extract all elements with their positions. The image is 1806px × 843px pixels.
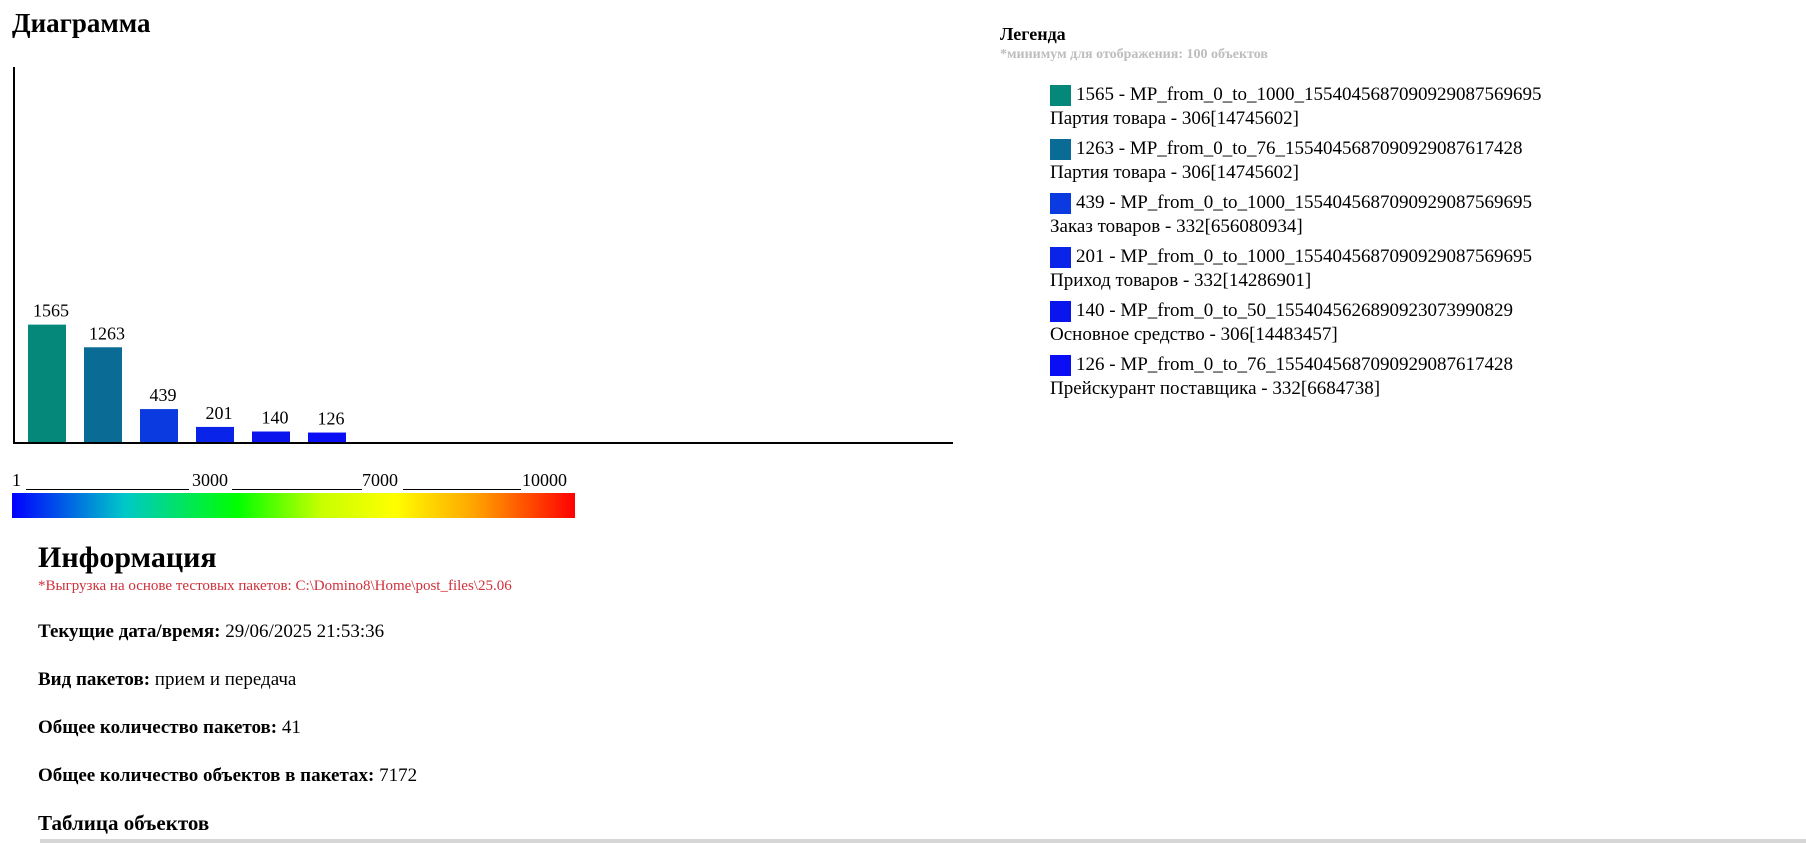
scale-label-max: 10000 (522, 470, 567, 490)
bar-value-label: 439 (150, 385, 177, 405)
legend-item-label: 126 - MP_from_0_to_76_155404568709092908… (1076, 354, 1513, 375)
horizontal-scrollbar[interactable] (40, 839, 1806, 843)
legend-item: 1263 - MP_from_0_to_76_15540456870909290… (1050, 137, 1700, 185)
info-section: Информация *Выгрузка на основе тестовых … (38, 540, 938, 836)
legend-swatch (1050, 300, 1071, 322)
bar-value-label: 140 (262, 408, 289, 428)
legend-item: 201 - MP_from_0_to_1000_1554045687090929… (1050, 245, 1700, 293)
legend-item-sublabel: Прейскурант поставщика - 332[6684738] (1050, 378, 1381, 399)
scale-divider (403, 489, 521, 490)
info-title: Информация (38, 541, 217, 574)
bar-value-label: 126 (318, 409, 345, 429)
scale-label-3000: 3000 (192, 470, 228, 490)
info-label: Текущие дата/время: (38, 621, 221, 642)
legend-swatch (1050, 354, 1071, 376)
legend-item: 126 - MP_from_0_to_76_155404568709092908… (1050, 353, 1700, 401)
legend-item: 1565 - MP_from_0_to_1000_155404568709092… (1050, 83, 1700, 131)
legend-item: 140 - MP_from_0_to_50_155404562689092307… (1050, 299, 1700, 347)
legend-note: *минимум для отображения: 100 объектов (1000, 47, 1268, 62)
bar (140, 409, 178, 442)
bar-value-label: 201 (206, 403, 233, 423)
info-label: Общее количество объектов в пакетах: (38, 765, 375, 786)
info-value: 7172 (374, 765, 418, 786)
color-scale-gradient (12, 493, 575, 518)
legend-item-label: 1263 - MP_from_0_to_76_15540456870909290… (1076, 138, 1523, 159)
legend-item-sublabel: Партия товара - 306[14745602] (1050, 108, 1299, 129)
bars-group: 1565 1263 439 201 140 126 (28, 301, 346, 442)
scale-label-min: 1 (12, 470, 21, 490)
chart-title: Диаграмма (12, 8, 151, 38)
legend-item-label: 439 - MP_from_0_to_1000_1554045687090929… (1076, 192, 1532, 213)
legend-title: Легенда (1000, 24, 1066, 44)
legend-item-label: 140 - MP_from_0_to_50_155404562689092307… (1076, 300, 1513, 321)
info-label: Общее количество пакетов: (38, 717, 278, 738)
legend-item-label: 201 - MP_from_0_to_1000_1554045687090929… (1076, 246, 1532, 267)
scale-divider (232, 489, 362, 490)
legend-swatch (1050, 192, 1071, 214)
info-value: 29/06/2025 21:53:36 (220, 621, 385, 642)
info-row-datetime: Текущие дата/время: 29/06/2025 21:53:36 (38, 621, 938, 643)
info-value: 41 (277, 717, 301, 738)
bar-chart: 1565 1263 439 201 140 126 (13, 67, 953, 444)
bar (252, 431, 290, 442)
legend-swatch (1050, 138, 1071, 160)
scale-divider (26, 489, 189, 490)
bar-value-label: 1263 (89, 323, 125, 343)
bar-value-label: 1565 (33, 301, 69, 321)
legend-swatch (1050, 246, 1071, 268)
info-label: Вид пакетов: (38, 669, 151, 690)
bar (84, 347, 122, 442)
bar (308, 432, 346, 442)
info-note: *Выгрузка на основе тестовых пакетов: C:… (38, 578, 512, 594)
info-value: прием и передача (150, 669, 297, 690)
info-row-packet-type: Вид пакетов: прием и передача (38, 669, 938, 691)
legend-item-label: 1565 - MP_from_0_to_1000_155404568709092… (1076, 84, 1542, 105)
legend-item: 439 - MP_from_0_to_1000_1554045687090929… (1050, 191, 1700, 239)
bar (28, 324, 66, 442)
info-row-packet-count: Общее количество пакетов: 41 (38, 717, 938, 739)
legend-item-sublabel: Приход товаров - 332[14286901] (1050, 270, 1312, 291)
scale-label-7000: 7000 (362, 470, 398, 490)
legend-item-sublabel: Заказ товаров - 332[656080934] (1050, 216, 1303, 237)
legend-item-sublabel: Партия товара - 306[14745602] (1050, 162, 1299, 183)
info-row-object-count: Общее количество объектов в пакетах: 717… (38, 765, 938, 787)
legend: Легенда *минимум для отображения: 100 об… (1000, 24, 1700, 407)
bar (196, 426, 234, 442)
color-scale-labels: 1 3000 7000 10000 (12, 470, 572, 492)
legend-swatch (1050, 84, 1071, 106)
legend-list: 1565 - MP_from_0_to_1000_155404568709092… (1050, 83, 1700, 401)
legend-item-sublabel: Основное средство - 306[14483457] (1050, 324, 1338, 345)
objects-table-title: Таблица объектов (38, 811, 210, 835)
